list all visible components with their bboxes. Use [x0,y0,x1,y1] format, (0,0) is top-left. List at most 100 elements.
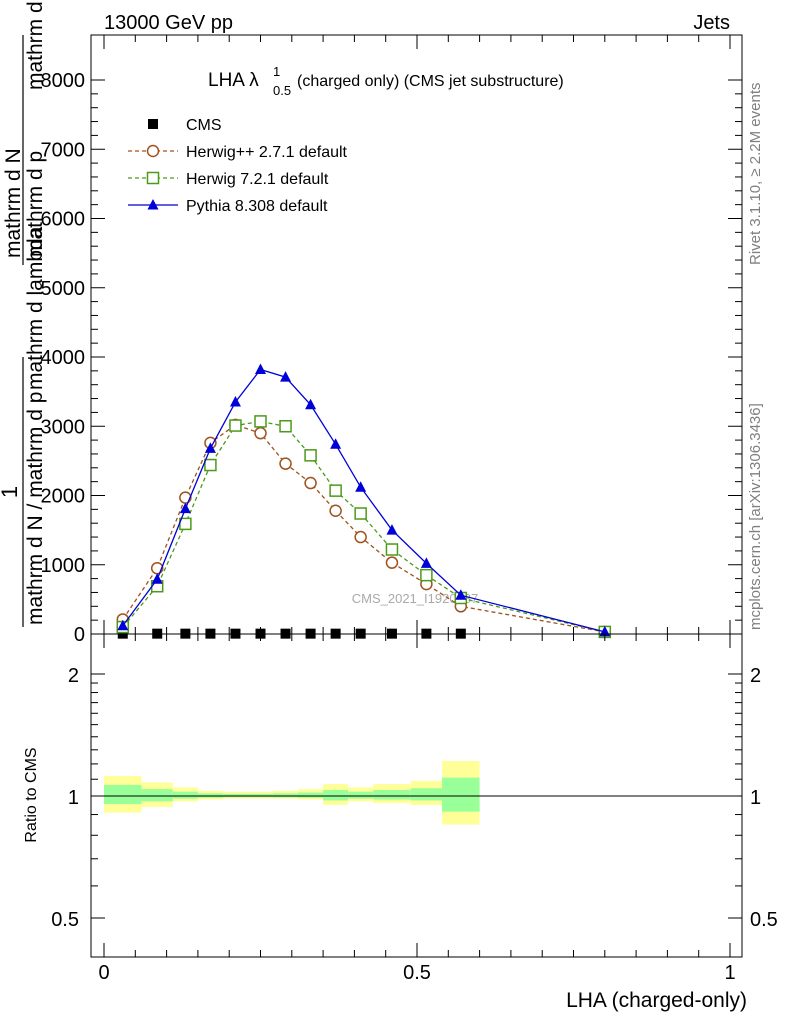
header-energy-label: 13000 GeV pp [104,12,233,34]
y-label-denominator-rest: mathrm d lambda [24,226,47,390]
svg-text:mathrm d lambda: mathrm d lambda [24,226,47,390]
ratio-y-tick-label: 0.5 [51,909,79,931]
ratio-uncertainty-band-inner [323,789,349,801]
ratio-uncertainty-band-inner [141,789,173,802]
main-y-axis-label: 1 mathrm d N / mathrm d p mathrm d lambd… [0,0,47,627]
pythia-data-point [455,589,467,600]
plot-title: LHA λ 1 0.5 (charged only) (CMS jet subs… [208,64,564,98]
pythia-data-point [147,199,159,210]
ratio-plot: 0.5 0.51 12 2 0 0.5 1 Ratio to CMS LHA (charg… [23,633,778,1012]
svg-text:mathrm d N: mathrm d N [2,148,25,258]
herwig7-data-point [385,543,399,556]
ratio-x-tick-label: 1 [724,962,735,984]
herwig7-data-point [254,415,267,428]
main-x-axis-ticks [103,35,731,634]
ratio-y-tick-label-right: 2 [750,665,761,687]
pythia-data-point [330,438,342,449]
pythia-data-point [229,396,241,407]
pythia-data-point [386,524,398,535]
main-plot: 0 1000 2000 3000 4000 5000 6000 7000 8000 CMS_20… [41,34,743,646]
herwigpp-data-point [179,491,192,504]
ratio-y-tick-label: 2 [68,665,79,687]
svg-text:mathrm d lambda: mathrm d lambda [24,0,47,90]
ratio-uncertainty-band-inner [172,791,198,799]
y-label-numerator2-rest: N [2,148,25,163]
herwig7-data-point [204,458,217,472]
ratio-uncertainty-band-inner [273,793,299,798]
pythia-data-point [305,398,317,410]
y-label-numerator2: mathrm d [2,169,25,258]
svg-text:mathrm d N / mathrm d p: mathrm d N / mathrm d p [24,392,47,625]
legend-label: Herwig 7.2.1 default [186,171,329,188]
herwig7-data-point [229,419,242,432]
x-axis-label: LHA (charged-only) [566,989,747,1012]
pythia-data-point [179,502,191,514]
herwigpp-data-point [279,457,292,470]
legend-label: CMS [186,117,222,134]
watermark-label: CMS_2021_I1920187 [352,591,479,606]
ratio-y-axis-label: Ratio to CMS [23,747,40,842]
plot-title-rest: (charged only) (CMS jet substructure) [297,73,564,90]
herwigpp-data-point [254,426,267,440]
ratio-uncertainty-band-inner [442,777,480,812]
ratio-y-tick-label-right: 0.5 [750,909,778,931]
herwig7-data-point [354,507,367,520]
ratio-y-tick-label: 1 [68,787,79,809]
main-y-tick-label: 7000 [41,139,86,161]
herwigpp-data-point [146,144,160,158]
herwigpp-data-point [304,476,317,490]
y-label-denominator2-rest: mathrm d lambda [24,0,47,90]
y-label-denominator: mathrm d N / mathrm d p [24,392,47,625]
main-y-tick-label: 5000 [41,278,86,300]
pythia-data-point [280,371,292,382]
main-y-tick-label: 2000 [41,486,86,508]
cms-data-point [148,119,158,129]
herwig7-data-point [420,568,433,582]
main-y-tick-label: 6000 [41,209,86,231]
main-y-tick-label: 4000 [41,347,86,369]
ratio-uncertainty-band-inner [104,784,142,805]
ratio-uncertainty-band-inner [348,791,374,799]
main-y-tick-label: 0 [74,624,85,646]
header-process-label: Jets [693,12,730,34]
y-label-denominator2: mathrm d p [24,151,47,257]
herwig7-data-point [329,484,342,497]
ratio-x-axis: 0 0.5 1 [98,634,736,984]
ratio-uncertainty-band-inner [298,792,324,798]
ratio-uncertainty-band-inner [410,788,443,801]
herwig7-data-point [146,171,160,185]
plot-title-sup: 1 [273,64,280,79]
ratio-y-tick-label-right: 1 [750,787,761,809]
ratio-bands [104,761,480,825]
pythia-data-point [204,442,216,453]
series-line-2 [122,420,605,633]
pythia-data-point [151,573,163,584]
mcplots-reference-label: mcplots.cern.ch [arXiv:1306.3436] [747,403,764,630]
ratio-uncertainty-band-inner [373,789,411,800]
y-label-numerator: 1 [0,486,22,498]
pythia-data-point [355,481,367,492]
plot-title-sub: 0.5 [273,83,291,98]
pythia-data-point [420,557,432,568]
legend-label: Herwig++ 2.7.1 default [186,144,348,161]
series-line-3 [122,368,605,633]
herwigpp-data-point [385,556,399,569]
rivet-version-label: Rivet 3.1.10, ≥ 2.2M events [747,83,764,266]
ratio-x-tick-label: 0.5 [403,962,431,984]
legend-label: Pythia 8.308 default [186,198,328,215]
herwigpp-data-point [354,530,367,544]
herwigpp-data-point [329,504,342,517]
svg-text:mathrm d p: mathrm d p [24,151,47,257]
herwig7-data-point [304,449,317,462]
main-y-axis: 0 1000 2000 3000 4000 5000 6000 7000 8000 [41,70,742,646]
pythia-data-point [117,619,129,631]
series-line-1 [122,424,605,633]
pythia-data-point [255,363,266,374]
plot-title-main: LHA λ [208,70,259,91]
main-y-tick-label: 3000 [41,416,86,438]
ratio-y-axis: 0.5 0.5 1 1 2 2 [51,665,778,931]
svg-text:LHA λ: LHA λ [208,70,259,91]
herwig7-data-point [279,420,292,433]
ratio-x-tick-label: 0 [98,962,109,984]
